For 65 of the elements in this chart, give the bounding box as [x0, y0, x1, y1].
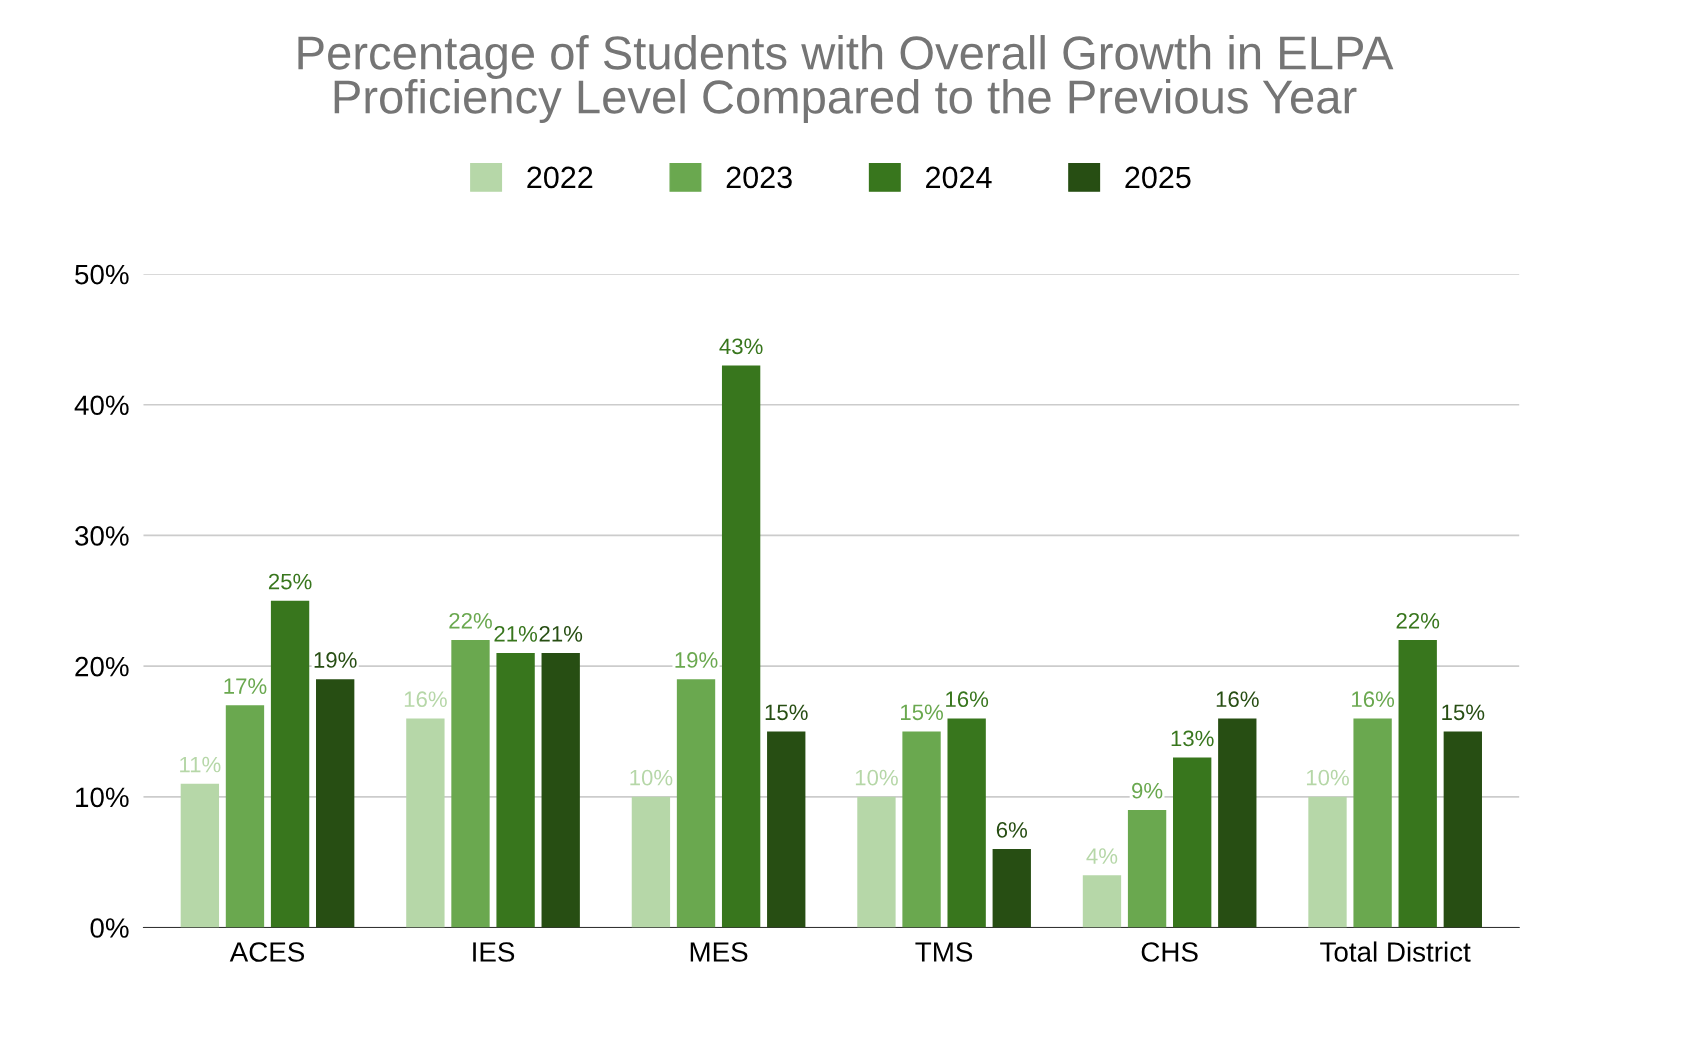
data-label: 10% [855, 769, 898, 786]
bar [180, 783, 220, 928]
bar [676, 679, 716, 928]
data-label: 19% [675, 652, 718, 668]
bar [541, 653, 580, 928]
chart-title: Percentage of Students with Overall Growth in ELPA Proficiency Level Compared to the Previous Year [298, 35, 1394, 124]
y-tick-label: 50% [75, 264, 129, 285]
bar [767, 731, 806, 928]
bar [631, 796, 671, 928]
bar [721, 365, 761, 928]
y-tick-label: 40% [74, 395, 129, 416]
bar [451, 639, 490, 928]
data-label: 9% [1132, 782, 1163, 799]
x-tick-label: IES [473, 942, 515, 962]
y-tick-label: 10% [76, 787, 129, 808]
legend-label: 2023 [726, 166, 792, 189]
bar [406, 718, 445, 928]
data-label: 16% [1216, 691, 1259, 708]
data-label: 6% [996, 822, 1028, 838]
legend-label: 2025 [1125, 166, 1191, 189]
bar [1398, 639, 1437, 928]
data-label: 16% [404, 691, 447, 708]
data-label: 4% [1086, 848, 1118, 864]
data-label: 43% [719, 338, 763, 355]
bar [1082, 875, 1122, 928]
data-label: 21% [494, 625, 538, 642]
bar [1127, 809, 1167, 928]
bar [225, 705, 265, 928]
bar [1308, 796, 1347, 928]
bar [992, 849, 1031, 928]
data-label: 13% [1171, 730, 1214, 747]
data-label: 11% [180, 756, 221, 773]
data-label: 16% [1352, 691, 1395, 708]
data-label: 25% [268, 573, 312, 590]
bar [902, 731, 941, 928]
bar [496, 653, 535, 928]
y-tick-label: 30% [75, 526, 129, 546]
bar [1173, 757, 1212, 928]
bar [947, 718, 986, 928]
bar [316, 679, 355, 928]
bar [270, 600, 310, 928]
data-label: 10% [1306, 769, 1349, 786]
x-tick-label: TMS [915, 942, 973, 962]
bar [1218, 718, 1257, 928]
x-tick-label: MES [690, 942, 748, 962]
legend-label: 2022 [527, 166, 593, 189]
data-label: 21% [539, 625, 583, 642]
data-label: 17% [224, 678, 267, 694]
data-label: 15% [765, 704, 808, 721]
data-label: 15% [901, 704, 943, 721]
data-label: 22% [1396, 612, 1440, 629]
x-tick-label: Total District [1320, 941, 1471, 962]
bar [1353, 718, 1392, 928]
data-label: 10% [630, 769, 673, 786]
bar [857, 796, 896, 928]
bar [1443, 731, 1482, 928]
x-tick-label: ACES [229, 942, 305, 962]
data-label: 16% [946, 691, 989, 708]
data-label: 15% [1442, 704, 1485, 721]
legend-label: 2024 [926, 166, 992, 189]
y-tick-label: 0% [90, 918, 129, 938]
y-tick-label: 20% [75, 656, 129, 677]
data-label: 19% [314, 652, 357, 668]
x-tick-label: CHS [1141, 942, 1198, 962]
data-label: 22% [449, 612, 492, 629]
